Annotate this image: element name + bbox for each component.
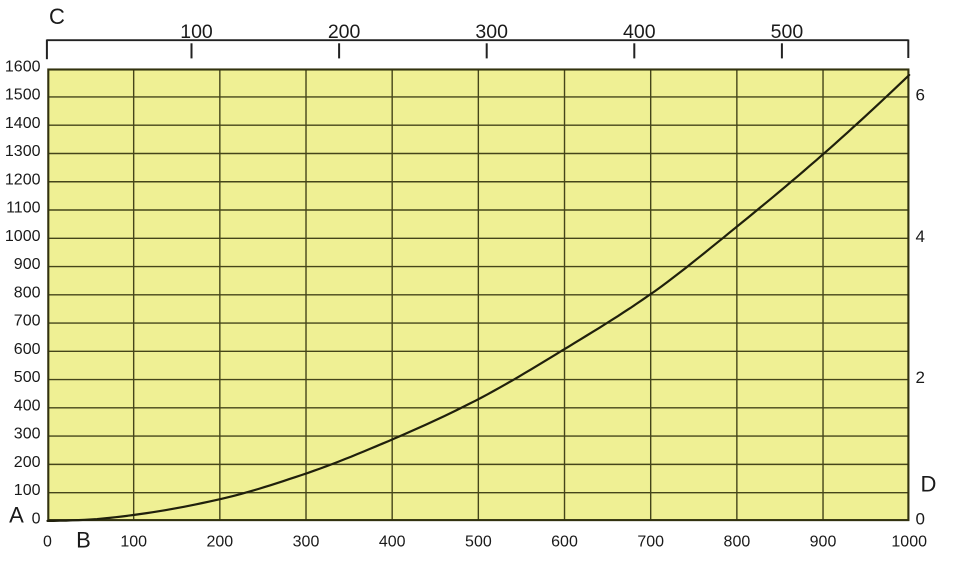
svg-text:6: 6 [916,86,925,105]
svg-text:300: 300 [475,21,508,43]
svg-text:500: 500 [14,369,41,386]
svg-text:400: 400 [379,533,406,550]
svg-text:800: 800 [724,533,751,550]
svg-text:200: 200 [206,533,233,550]
svg-text:700: 700 [14,313,41,330]
svg-text:0: 0 [916,510,925,529]
svg-text:800: 800 [14,284,41,301]
svg-text:0: 0 [43,533,52,550]
svg-text:100: 100 [14,482,41,499]
svg-text:4: 4 [916,227,925,246]
svg-text:900: 900 [810,533,837,550]
svg-text:1100: 1100 [6,200,41,217]
svg-text:600: 600 [14,341,41,358]
svg-text:200: 200 [14,454,41,471]
svg-text:1600: 1600 [5,58,41,75]
svg-text:D: D [921,472,937,497]
svg-text:200: 200 [328,21,361,43]
svg-text:600: 600 [551,533,578,550]
svg-text:400: 400 [623,21,656,43]
svg-text:300: 300 [14,426,41,443]
svg-text:1400: 1400 [5,115,41,132]
svg-text:700: 700 [637,533,664,550]
svg-text:1000: 1000 [5,228,41,245]
svg-text:1300: 1300 [5,143,41,160]
svg-text:100: 100 [120,533,147,550]
svg-text:100: 100 [180,21,213,43]
svg-text:1200: 1200 [5,171,41,188]
svg-text:2: 2 [916,368,925,387]
svg-text:400: 400 [14,397,41,414]
svg-text:500: 500 [771,21,804,43]
svg-text:300: 300 [293,533,320,550]
svg-text:0: 0 [32,511,41,528]
svg-text:500: 500 [465,533,492,550]
svg-text:1000: 1000 [891,533,927,550]
svg-text:C: C [49,4,65,29]
svg-text:B: B [76,528,91,553]
svg-text:900: 900 [14,256,41,273]
svg-text:1500: 1500 [5,87,41,104]
svg-text:A: A [9,502,24,527]
